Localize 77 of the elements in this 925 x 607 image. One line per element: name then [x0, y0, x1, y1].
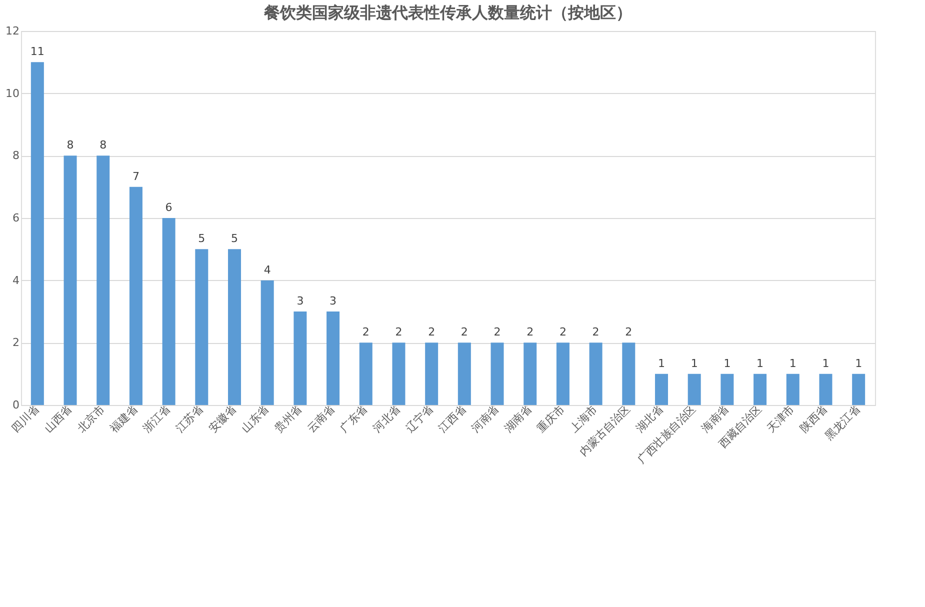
y-tick-label: 8 — [12, 149, 20, 162]
bar — [556, 342, 570, 405]
y-tick-label: 0 — [12, 398, 20, 412]
x-tick-label: 辽宁省 — [403, 402, 436, 436]
bar — [96, 156, 110, 405]
x-tick-label: 北京市 — [74, 402, 108, 436]
data-label: 1 — [724, 356, 731, 370]
x-tick-label: 安徽省 — [206, 402, 239, 436]
bar — [524, 342, 537, 405]
data-label: 1 — [690, 356, 698, 370]
data-label: 2 — [592, 326, 600, 339]
data-label: 2 — [526, 326, 534, 339]
y-tick-label: 6 — [12, 212, 20, 224]
x-tick-label: 云南省 — [304, 402, 338, 436]
data-label: 8 — [66, 138, 74, 152]
data-label: 2 — [395, 326, 402, 339]
bar — [162, 218, 176, 405]
data-label: 2 — [428, 326, 436, 339]
x-tick-label: 河北省 — [370, 402, 403, 436]
x-tick-label: 重庆市 — [534, 402, 568, 436]
bar — [490, 342, 504, 405]
x-tick-label: 贵州省 — [272, 402, 304, 436]
x-tick-label: 江苏省 — [173, 402, 206, 436]
data-label: 5 — [231, 232, 238, 246]
x-tick-label: 山西省 — [42, 402, 75, 436]
data-label: 2 — [625, 326, 632, 339]
bar — [195, 249, 208, 405]
bar — [392, 342, 406, 405]
data-label: 2 — [494, 326, 501, 339]
bar — [655, 374, 668, 405]
data-label: 3 — [330, 294, 337, 308]
y-tick-label: 12 — [6, 24, 20, 38]
bar — [852, 374, 866, 405]
bar — [294, 312, 307, 405]
x-tick-label: 湖南省 — [502, 402, 534, 436]
bar — [754, 374, 767, 405]
x-tick-label: 广东省 — [338, 402, 370, 436]
bar — [458, 342, 471, 405]
x-tick-label: 河南省 — [468, 402, 502, 436]
data-label: 5 — [198, 232, 206, 246]
data-label: 4 — [264, 263, 271, 276]
y-tick-label: 10 — [6, 86, 20, 100]
bar — [622, 342, 636, 405]
bar — [64, 156, 77, 405]
data-label: 7 — [132, 170, 140, 183]
data-label: 2 — [362, 326, 370, 339]
x-tick-label: 天津市 — [764, 402, 798, 436]
x-tick-label: 福建省 — [108, 402, 140, 436]
data-label: 1 — [756, 356, 764, 370]
bar — [688, 374, 701, 405]
data-label: 8 — [100, 138, 107, 152]
x-tick-label: 山东省 — [239, 402, 272, 436]
bar — [786, 374, 800, 405]
data-label: 1 — [822, 356, 830, 370]
bar — [589, 342, 602, 405]
data-label: 1 — [855, 356, 862, 370]
bar — [30, 62, 44, 405]
bar — [228, 249, 241, 405]
data-label: 2 — [460, 326, 468, 339]
x-tick-label: 浙江省 — [140, 402, 174, 436]
data-label: 6 — [165, 201, 172, 214]
bar — [326, 312, 340, 405]
bar — [129, 186, 142, 405]
chart-title: 餐饮类国家级非遗代表性传承人数量统计（按地区） — [263, 3, 632, 22]
data-label: 11 — [30, 45, 44, 58]
y-tick-label: 4 — [12, 274, 20, 287]
data-label: 1 — [658, 356, 665, 370]
bar — [720, 374, 734, 405]
data-label: 1 — [789, 356, 796, 370]
x-tick-label: 江西省 — [436, 402, 469, 436]
data-label: 2 — [559, 326, 566, 339]
bar — [359, 342, 372, 405]
data-label: 3 — [296, 294, 304, 308]
bar — [819, 374, 832, 405]
bar — [260, 280, 274, 405]
y-tick-label: 2 — [12, 336, 20, 350]
bar — [425, 342, 438, 405]
